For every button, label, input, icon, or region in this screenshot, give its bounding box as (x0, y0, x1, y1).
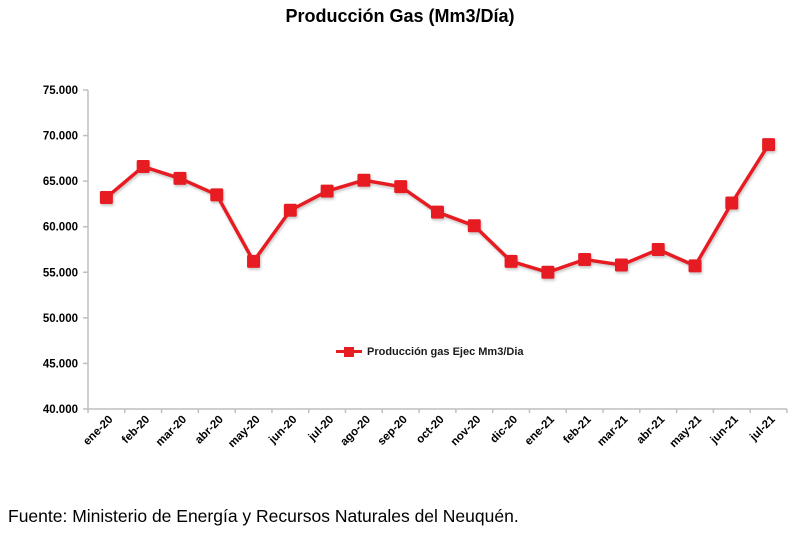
legend-square-icon (344, 347, 354, 357)
legend-label: Producción gas Ejec Mm3/Dia (367, 345, 524, 358)
x-axis-tick-label: abr-20 (193, 414, 226, 447)
x-axis-tick-label: feb-20 (120, 414, 152, 446)
data-point-marker (173, 171, 187, 185)
data-point-marker (614, 258, 628, 272)
x-axis-tick-label: dic-20 (488, 414, 520, 446)
gas-production-chart: 75.000 70.000 65.000 60.000 55.000 50.000 45.0… (43, 85, 788, 451)
legend-series-marker-icon (336, 345, 362, 358)
source-note: Fuente: Ministerio de Energía y Recursos… (8, 506, 519, 526)
data-point-marker (99, 191, 113, 205)
y-axis-tick-label: 50.000 (43, 313, 78, 325)
data-point-marker (320, 184, 334, 198)
x-axis-tick-label: jun-20 (266, 414, 299, 447)
y-axis-tick-label: 40.000 (43, 404, 78, 416)
x-axis-tick-label: nov-20 (449, 414, 484, 449)
y-axis-tick-label: 70.000 (43, 131, 78, 143)
y-axis-tick-label: 45.000 (43, 358, 78, 370)
data-point-marker (283, 203, 297, 217)
x-axis-tick-label: oct-20 (414, 414, 446, 446)
data-point-marker (541, 265, 555, 279)
x-axis-tick-label: sep-20 (376, 414, 410, 448)
data-point-marker (578, 253, 592, 267)
x-axis-tick-label: may-21 (668, 413, 705, 450)
x-axis-tick-label: ene-20 (81, 414, 115, 448)
data-point-marker (504, 254, 518, 268)
x-axis-tick-label: abr-21 (634, 413, 667, 446)
x-axis-tick-label: jul-21 (747, 413, 778, 444)
data-point-marker (431, 205, 444, 219)
data-point-marker (725, 196, 739, 210)
data-point-marker (762, 138, 776, 152)
legend: Producción gas Ejec Mm3/Dia (336, 345, 524, 358)
y-axis-tick-label: 55.000 (43, 267, 78, 279)
y-axis-tick-label: 60.000 (43, 222, 78, 234)
x-axis-tick-label: feb-21 (561, 413, 594, 446)
y-axis-tick-label: 65.000 (43, 176, 78, 188)
y-axis-tick-label: 75.000 (43, 85, 78, 97)
series-produccion-gas (99, 138, 776, 279)
data-point-marker (651, 243, 665, 256)
data-point-marker (136, 160, 150, 174)
x-axis-tick-label: ago-20 (338, 414, 373, 449)
x-axis-tick-label: ene-21 (523, 413, 558, 448)
data-point-marker (688, 259, 702, 273)
x-axis-tick-label: may-20 (226, 414, 263, 451)
data-point-marker (247, 254, 261, 268)
data-point-marker (210, 188, 224, 202)
x-axis-tick-label: jul-20 (306, 414, 336, 444)
x-axis-tick-label: mar-21 (595, 413, 631, 449)
chart-title: Producción Gas (Mm3/Día) (285, 6, 515, 26)
x-axis-tick-label: mar-20 (154, 414, 189, 449)
data-point-marker (394, 180, 408, 194)
x-axis-tick-label: jun-21 (708, 413, 742, 447)
data-point-marker (357, 173, 371, 187)
data-point-marker (467, 219, 481, 233)
